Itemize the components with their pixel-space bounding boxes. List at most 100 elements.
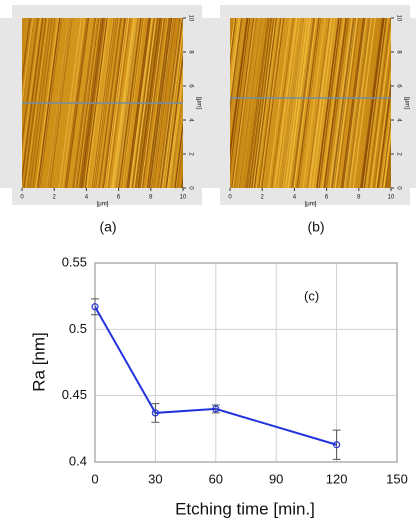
afm-stripe (282, 17, 306, 189)
afm-stripe (276, 17, 300, 189)
x-tick-label: 30 (148, 471, 162, 486)
afm-stripe (302, 17, 326, 189)
afm-stripe (352, 17, 376, 189)
y-tick-label: 0.5 (69, 321, 87, 336)
afm-stripe (293, 17, 317, 189)
y-tick-label: 6 (395, 84, 401, 88)
afm-stripe (284, 17, 309, 189)
afm-stripe (348, 17, 373, 189)
x-tick-label: 8 (357, 195, 361, 201)
afm-stripe (230, 17, 254, 189)
afm-stripe (290, 17, 314, 189)
afm-stripe (316, 17, 340, 189)
x-tick-label: 2 (261, 195, 265, 201)
afm-mask-l (0, 18, 22, 188)
y-tick-label: 0.55 (62, 254, 87, 269)
afm-stripe (332, 17, 356, 189)
x-tick-label: 2 (53, 195, 57, 201)
x-tick-label: 10 (180, 195, 187, 201)
afm-stripe (243, 17, 266, 189)
annotation: (c) (304, 288, 319, 303)
afm-stripe (318, 17, 342, 189)
afm-stripe (258, 17, 282, 189)
afm-stripe (332, 17, 356, 189)
afm-stripe (325, 17, 350, 189)
afm-stripe (370, 17, 394, 189)
afm-stripe (247, 17, 270, 189)
afm-stripe (311, 17, 336, 189)
afm-stripe (336, 17, 360, 189)
x-tick-label: 0 (228, 195, 232, 201)
x-tick-label: 60 (209, 471, 223, 486)
y-tick-label: 10 (187, 15, 193, 22)
afm-stripe (251, 17, 275, 189)
afm-stripe (255, 17, 279, 189)
afm-stripe (361, 17, 385, 189)
afm-stripe (280, 17, 303, 189)
afm-stripe (231, 17, 255, 189)
afm-stripe (362, 17, 386, 189)
afm-mask-r (183, 18, 208, 188)
marker (212, 405, 220, 413)
y-unit: [μm] (403, 97, 409, 109)
afm-stripe (274, 17, 298, 189)
afm-stripe (234, 17, 257, 189)
afm-stripe (329, 17, 353, 189)
afm-stripe (322, 17, 345, 189)
afm-stripe (359, 17, 384, 189)
afm-stripe (271, 17, 295, 189)
afm-mask-l (205, 18, 230, 188)
x-tick-label: 0 (91, 471, 98, 486)
afm-stripe (280, 17, 305, 189)
afm-stripe (273, 17, 297, 189)
x-tick-label: 8 (149, 195, 153, 201)
afm-stripe (238, 17, 261, 189)
x-tick-label: 4 (85, 195, 89, 201)
afm-stripe (314, 17, 338, 189)
y-tick-label: 10 (395, 15, 401, 22)
afm-stripe (296, 17, 320, 189)
y-tick-label: 8 (395, 50, 401, 54)
image-label: (a) (99, 219, 116, 235)
afm-stripe (248, 17, 272, 189)
afm-stripe (321, 17, 345, 189)
y-tick-label: 0.45 (62, 387, 87, 402)
afm-stripe (343, 17, 367, 189)
marker (91, 303, 99, 311)
afm-stripe (308, 17, 332, 189)
afm-stripe (365, 17, 389, 189)
x-tick-label: 6 (325, 195, 329, 201)
afm-stripe (282, 17, 306, 189)
afm-stripe (261, 17, 285, 189)
y-tick-label: 4 (187, 118, 193, 122)
x-tick-label: 4 (293, 195, 297, 201)
y-tick-label: 8 (187, 50, 193, 54)
afm-stripe (232, 17, 256, 189)
afm-stripe (253, 17, 277, 189)
afm-stripe (307, 17, 331, 189)
y-tick-label: 0.4 (69, 453, 87, 468)
y-unit: [μm] (195, 97, 201, 109)
afm-stripe (247, 17, 271, 189)
afm-stripe (298, 17, 322, 189)
afm-stripe (368, 17, 392, 189)
afm-stripe (317, 17, 341, 189)
afm-stripe (306, 17, 331, 189)
image-label: (b) (307, 219, 324, 235)
afm-stripe (332, 17, 357, 189)
y-axis-title: Ra [nm] (29, 332, 48, 392)
x-tick-label: 90 (269, 471, 283, 486)
afm-stripe (259, 17, 283, 189)
x-axis-title: Etching time [min.] (175, 499, 315, 518)
afm-stripe (334, 17, 358, 189)
afm-stripe (246, 17, 269, 189)
afm-stripe (230, 17, 253, 189)
afm-stripe (363, 17, 387, 189)
y-tick-label: 2 (395, 152, 401, 156)
error-bar (151, 403, 160, 423)
plot-frame (94, 262, 398, 463)
x-tick-label: 120 (326, 471, 348, 486)
afm-stripe (252, 17, 276, 189)
x-tick-label: 10 (388, 195, 395, 201)
